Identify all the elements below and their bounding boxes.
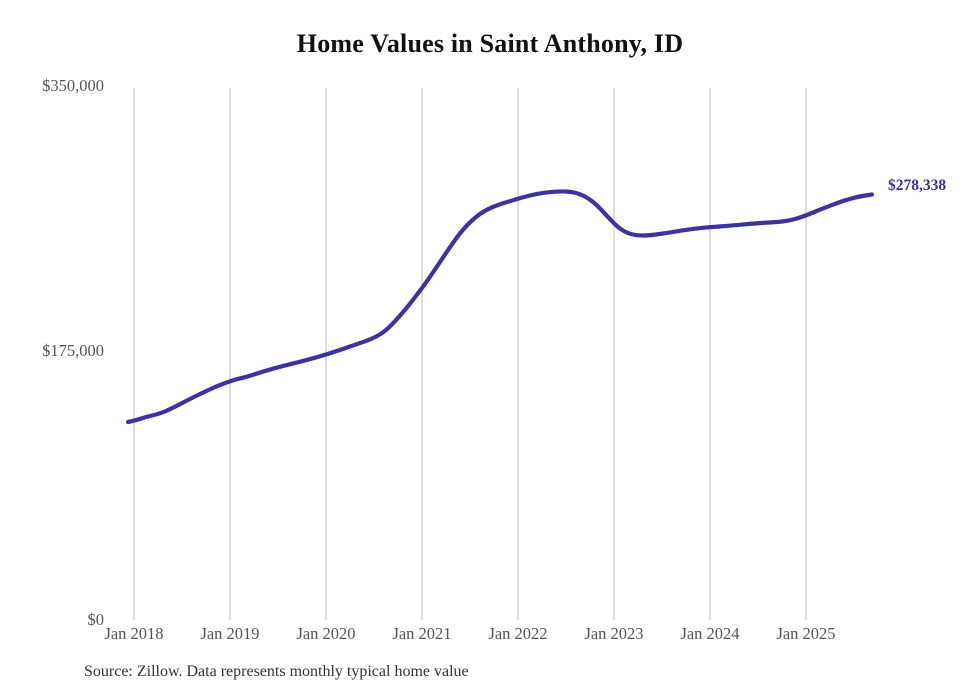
y-tick-label-bottom: $0	[87, 610, 105, 629]
y-tick-label-top: $350,000	[42, 76, 104, 95]
chart-title: Home Values in Saint Anthony, ID	[296, 29, 684, 58]
x-tick-label-jan-2020: Jan 2020	[296, 624, 356, 643]
end-value-annotation: $278,338	[888, 177, 947, 194]
source-note: Source: Zillow. Data represents monthly …	[84, 663, 469, 680]
x-tick-label-jan-2023: Jan 2023	[584, 624, 644, 643]
x-tick-label-jan-2024: Jan 2024	[680, 624, 740, 643]
x-tick-label-jan-2022: Jan 2022	[488, 624, 548, 643]
x-tick-label-jan-2018: Jan 2018	[104, 624, 164, 643]
x-tick-label-jan-2021: Jan 2021	[392, 624, 452, 643]
x-tick-label-jan-2025: Jan 2025	[776, 624, 836, 643]
vertical-gridlines	[133, 88, 807, 620]
y-tick-label-middle: $175,000	[42, 341, 104, 360]
x-tick-label-jan-2019: Jan 2019	[200, 624, 260, 643]
home-value-line	[125, 189, 875, 425]
series-typical-home-value	[125, 189, 875, 425]
